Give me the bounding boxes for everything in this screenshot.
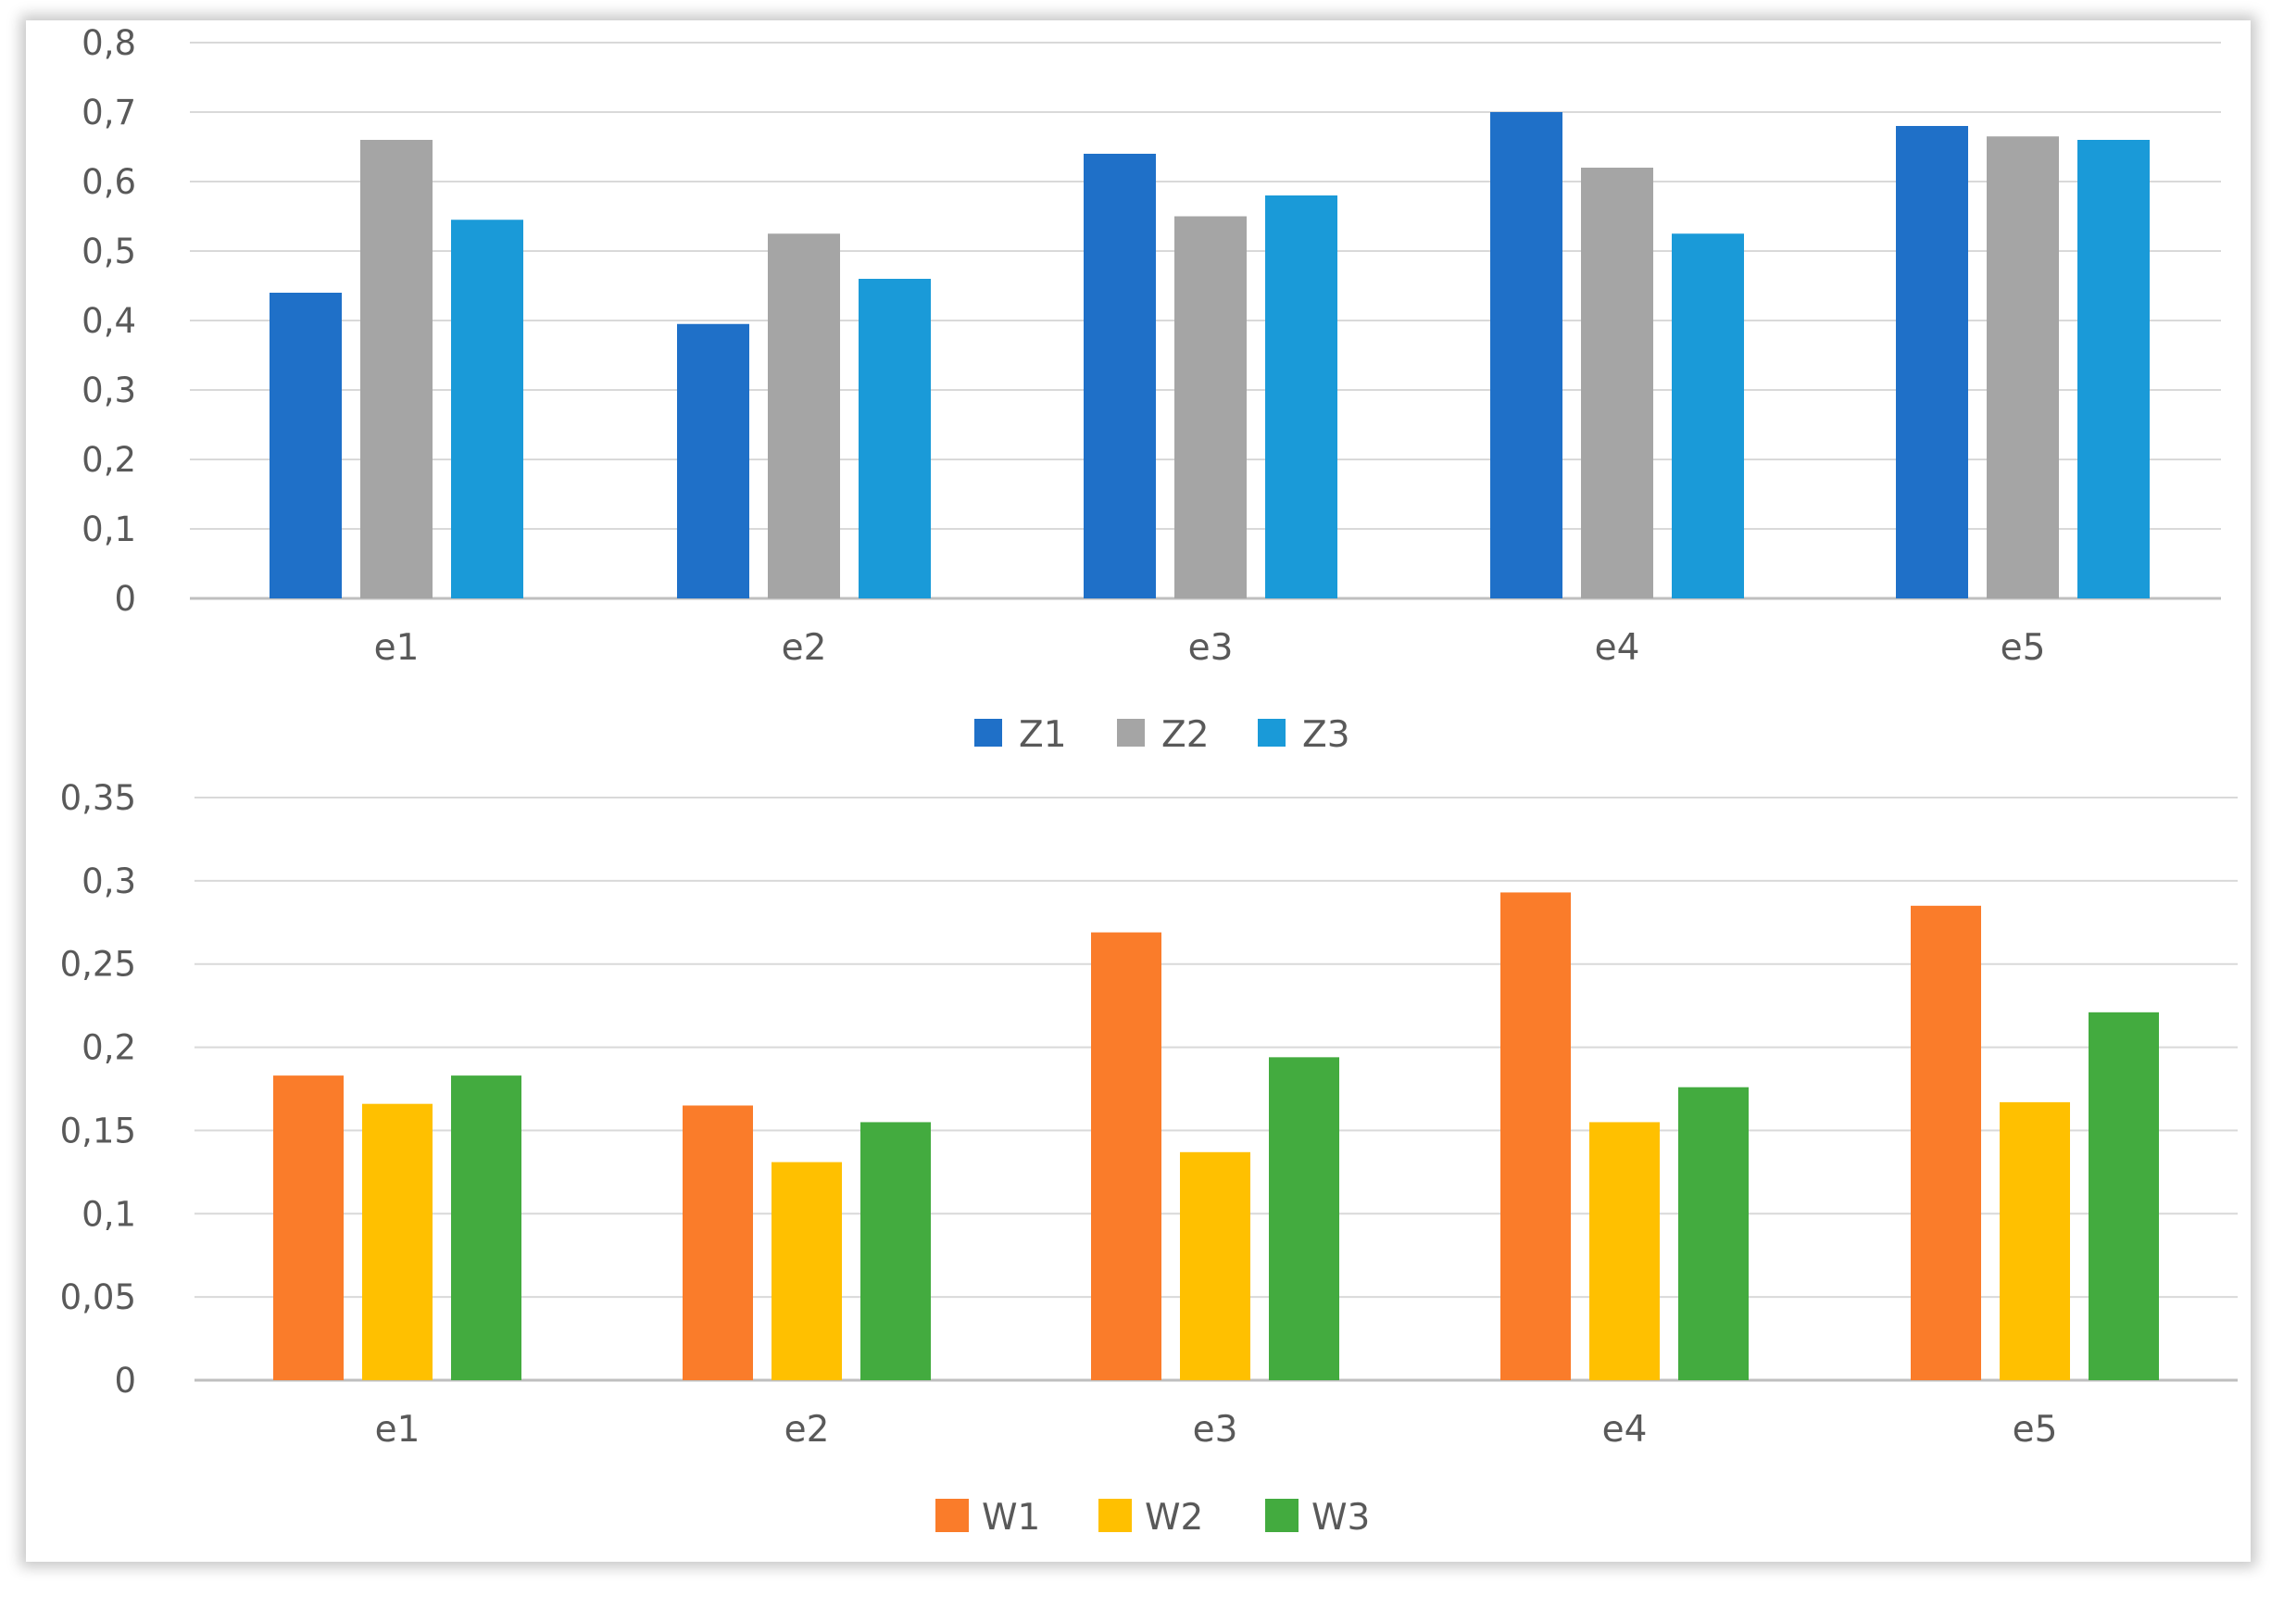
- x-category-label: e1: [374, 627, 420, 669]
- legend-swatch-z2: [1117, 719, 1145, 747]
- bar-z1-e5: [1896, 126, 1968, 598]
- x-category-label: e4: [1595, 627, 1640, 669]
- legend-label-z2: Z2: [1161, 714, 1210, 756]
- bar-z1-e4: [1490, 112, 1562, 598]
- legend-label-z1: Z1: [1019, 714, 1067, 756]
- y-tick-label: 0,15: [60, 1111, 136, 1150]
- legend-swatch-z3: [1258, 719, 1286, 747]
- bar-z2-e3: [1174, 216, 1247, 598]
- bar-z3-e3: [1265, 195, 1337, 598]
- y-tick-label: 0,7: [82, 93, 136, 132]
- y-tick-label: 0,4: [82, 301, 136, 341]
- bar-z1-e2: [677, 323, 749, 598]
- bar-w2-e5: [2000, 1101, 2070, 1380]
- x-category-label: e2: [782, 627, 827, 669]
- bar-z2-e5: [1987, 136, 2059, 598]
- y-tick-label: 0,6: [82, 162, 136, 202]
- y-tick-label: 0,05: [60, 1277, 136, 1317]
- x-category-label: e2: [784, 1409, 830, 1451]
- bar-w3-e2: [860, 1122, 931, 1380]
- bar-z1-e1: [270, 293, 342, 598]
- bar-w2-e4: [1589, 1122, 1660, 1380]
- bar-w1-e2: [683, 1105, 753, 1380]
- legend-label-z3: Z3: [1302, 714, 1350, 756]
- bar-w1-e4: [1500, 892, 1571, 1380]
- bar-w1-e3: [1091, 932, 1161, 1380]
- x-category-label: e3: [1188, 627, 1234, 669]
- legend-label-w1: W1: [982, 1497, 1040, 1539]
- y-tick-label: 0,5: [82, 232, 136, 271]
- bar-w3-e3: [1269, 1057, 1339, 1380]
- legend-swatch-w1: [935, 1499, 969, 1532]
- y-tick-label: 0,35: [60, 778, 136, 818]
- y-tick-label: 0: [114, 579, 136, 619]
- y-tick-label: 0,3: [82, 371, 136, 410]
- x-category-label: e1: [375, 1409, 420, 1451]
- bar-z3-e4: [1672, 233, 1744, 598]
- legend-label-w2: W2: [1145, 1497, 1203, 1539]
- x-category-label: e5: [2001, 627, 2046, 669]
- y-tick-label: 0,25: [60, 945, 136, 985]
- x-category-label: e3: [1193, 1409, 1238, 1451]
- bar-z2-e4: [1581, 168, 1653, 598]
- bar-w2-e2: [772, 1162, 842, 1380]
- bar-z3-e2: [859, 279, 931, 598]
- bar-w1-e1: [273, 1075, 344, 1380]
- bar-z2-e1: [360, 140, 433, 598]
- bar-z3-e5: [2077, 140, 2150, 598]
- bar-w3-e1: [451, 1075, 521, 1380]
- bar-z2-e2: [768, 233, 840, 598]
- y-tick-label: 0,3: [82, 861, 136, 901]
- y-tick-label: 0,1: [82, 509, 136, 549]
- y-tick-label: 0: [114, 1361, 136, 1401]
- y-tick-label: 0,8: [82, 23, 136, 63]
- y-tick-label: 0,1: [82, 1194, 136, 1234]
- bar-z1-e3: [1084, 154, 1156, 598]
- bar-w1-e5: [1911, 905, 1981, 1380]
- x-category-label: e4: [1602, 1409, 1648, 1451]
- legend-swatch-w3: [1265, 1499, 1299, 1532]
- bar-w2-e1: [362, 1103, 433, 1380]
- bar-z3-e1: [451, 220, 523, 598]
- y-tick-label: 0,2: [82, 1028, 136, 1068]
- bar-w3-e4: [1678, 1087, 1749, 1380]
- legend-swatch-z1: [974, 719, 1002, 747]
- legend-label-w3: W3: [1311, 1497, 1370, 1539]
- legend-swatch-w2: [1098, 1499, 1132, 1532]
- bar-w2-e3: [1180, 1151, 1250, 1380]
- bar-w3-e5: [2089, 1012, 2159, 1380]
- x-category-label: e5: [2013, 1409, 2058, 1451]
- y-tick-label: 0,2: [82, 440, 136, 480]
